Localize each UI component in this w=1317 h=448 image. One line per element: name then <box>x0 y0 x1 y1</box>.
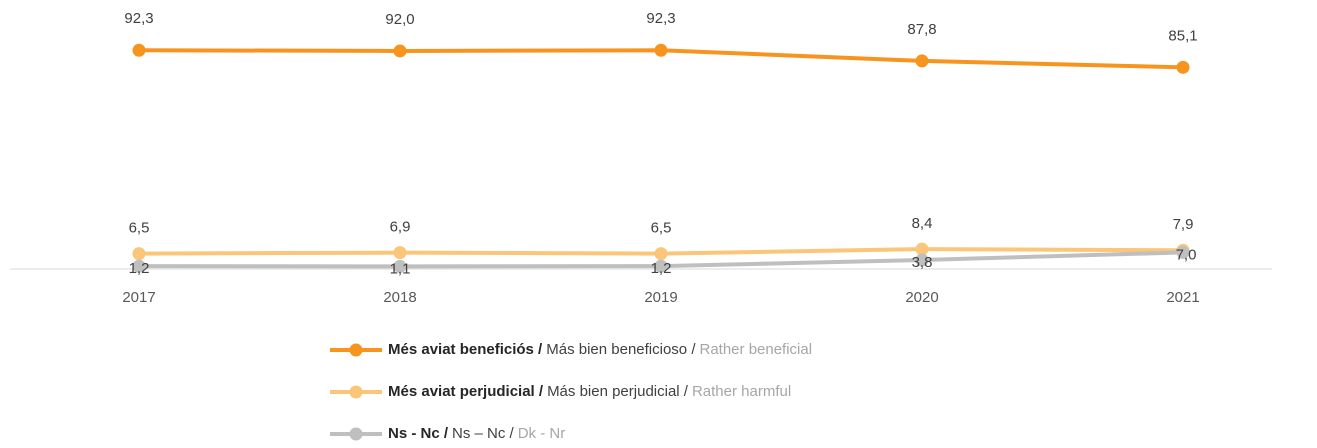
x-tick-label: 2017 <box>122 289 155 306</box>
legend-label-part: Rather harmful <box>692 383 791 400</box>
point <box>132 259 146 273</box>
point <box>132 43 146 57</box>
point <box>132 247 146 261</box>
point <box>393 44 407 58</box>
point <box>1176 60 1190 74</box>
point <box>654 259 668 273</box>
point <box>393 259 407 273</box>
point <box>654 43 668 57</box>
legend-label: Més aviat perjudicial / Más bien perjudic… <box>388 383 791 400</box>
data-label: 1,1 <box>390 260 411 277</box>
point <box>393 246 407 260</box>
data-label: 85,1 <box>1168 27 1197 44</box>
legend-marker <box>349 343 363 357</box>
legend-label: Més aviat beneficiós / Más bien beneficio… <box>388 341 812 358</box>
x-tick-label: 2020 <box>905 289 938 306</box>
data-label: 87,8 <box>907 21 936 38</box>
point <box>915 242 929 256</box>
legend-marker <box>349 385 363 399</box>
data-label: 92,3 <box>646 10 675 27</box>
x-tick-label: 2019 <box>644 289 677 306</box>
data-label: 1,2 <box>129 260 150 277</box>
legend-label-part: Dk - Nr <box>518 425 566 442</box>
legend-label-part: Ns – Nc / <box>452 425 515 442</box>
legend-label-part: Más bien perjudicial / <box>547 383 689 400</box>
point <box>915 54 929 68</box>
legend-label-part: Rather beneficial <box>700 341 813 358</box>
data-label: 92,3 <box>124 10 153 27</box>
data-label: 92,0 <box>385 11 414 28</box>
data-label: 1,2 <box>651 260 672 277</box>
legend-marker <box>349 427 363 441</box>
point <box>915 253 929 267</box>
data-label: 8,4 <box>912 215 933 232</box>
data-label: 6,5 <box>129 220 150 237</box>
legend-label: Ns - Nc / Ns – Nc / Dk - Nr <box>388 425 565 442</box>
data-label: 3,8 <box>912 254 933 271</box>
x-tick-label: 2021 <box>1166 289 1199 306</box>
data-label: 7,0 <box>1176 246 1197 263</box>
point <box>654 247 668 261</box>
data-label: 7,9 <box>1173 216 1194 233</box>
x-tick-label: 2018 <box>383 289 416 306</box>
legend-label-part: Más bien beneficioso / <box>546 341 696 358</box>
data-label: 6,9 <box>390 219 411 236</box>
legend-label-part: Més aviat beneficiós / <box>388 341 543 358</box>
point <box>1176 245 1190 259</box>
data-label: 6,5 <box>651 220 672 237</box>
legend-label-part: Ns - Nc / <box>388 425 449 442</box>
legend-label-part: Més aviat perjudicial / <box>388 383 544 400</box>
